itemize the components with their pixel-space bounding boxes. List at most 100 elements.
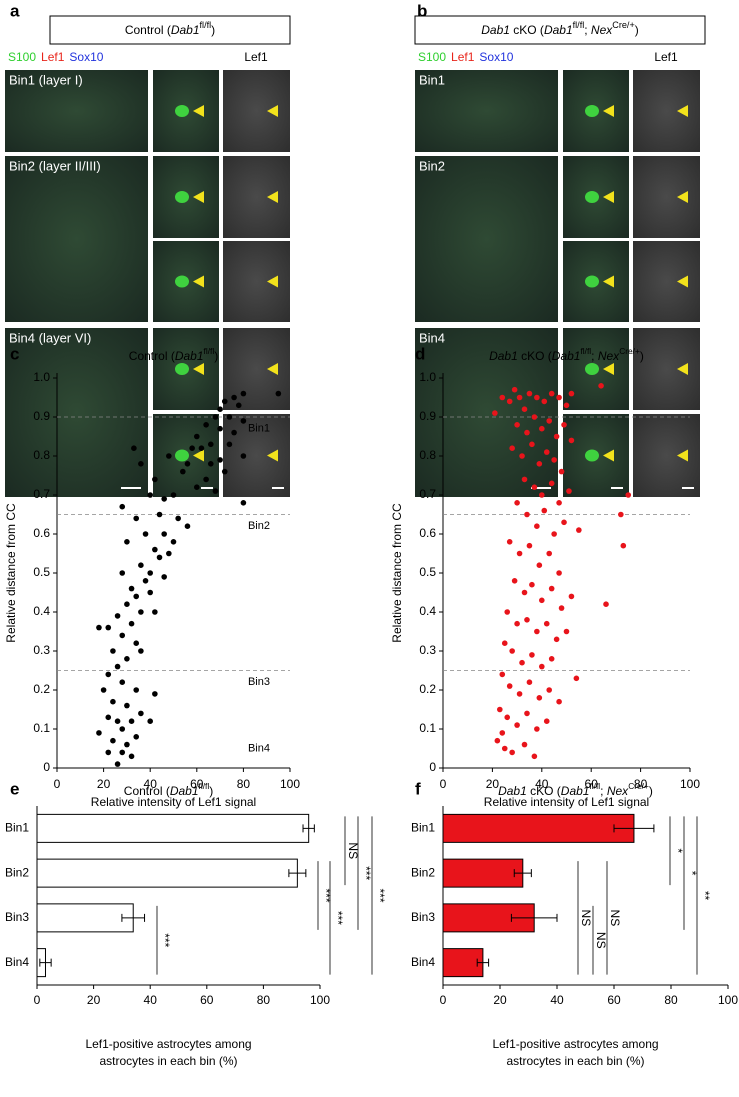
point (516, 550, 523, 557)
x-tick-label: 80 (634, 777, 648, 791)
point (531, 414, 538, 420)
title-part: ; (584, 23, 591, 37)
point (119, 503, 126, 510)
point (551, 531, 557, 537)
point (561, 519, 567, 526)
point (275, 390, 282, 397)
point (494, 737, 501, 744)
point (114, 663, 121, 670)
point (524, 617, 530, 623)
point (531, 753, 538, 760)
point (561, 422, 567, 428)
point (114, 613, 121, 619)
x-tick-label: 80 (664, 993, 678, 1007)
row-label: Bin4 (layer VI) (9, 330, 91, 345)
x-axis-label: Relative intensity of Lef1 signal (484, 795, 649, 809)
y-tick-label: 0.5 (33, 565, 50, 579)
x-tick-label: 80 (237, 777, 251, 791)
gray-label: Lef1 (244, 50, 268, 64)
x-axis-label: Relative intensity of Lef1 signal (91, 795, 256, 809)
y-tick-label: 0.2 (419, 682, 436, 696)
point (207, 461, 214, 467)
point (543, 449, 550, 455)
y-tick-label: 0.3 (419, 643, 436, 657)
point (541, 398, 548, 405)
point (514, 620, 520, 627)
point (568, 437, 575, 444)
point (603, 601, 609, 607)
point (226, 414, 233, 420)
point (566, 488, 572, 494)
x-tick-label: 40 (535, 777, 549, 791)
point (548, 390, 555, 397)
bar (442, 813, 635, 843)
significance-label: *** (319, 888, 333, 902)
x-axis-label: Lef1-positive astrocytes among (492, 1037, 658, 1051)
point (133, 687, 140, 693)
header-box (414, 15, 706, 45)
y-tick-label: 0.1 (33, 721, 50, 735)
category-label: Bin3 (5, 910, 29, 924)
point (553, 636, 560, 643)
point (240, 453, 247, 459)
title-part: ) (209, 784, 213, 798)
point (119, 632, 126, 639)
title-part: Cre/+ (628, 781, 649, 791)
cell (585, 191, 599, 203)
point (124, 702, 130, 709)
lef1-image (223, 241, 290, 322)
x-tick-label: 60 (190, 777, 204, 791)
point (240, 418, 247, 424)
point (128, 620, 135, 627)
panel-letter: c (10, 344, 19, 363)
arrowhead (267, 449, 278, 462)
x-tick-label: 0 (34, 993, 41, 1007)
point (546, 687, 553, 693)
point (235, 402, 242, 409)
title: Control (Dab1fl/fl) (125, 20, 215, 37)
arrowhead (603, 275, 614, 288)
point (138, 648, 144, 654)
panel-letter: d (415, 344, 425, 363)
title-part: Nex (591, 23, 613, 37)
y-axis-label: Relative distance from CC (4, 503, 18, 643)
point (184, 523, 191, 529)
y-tick-label: 0.7 (33, 487, 50, 501)
arrowhead (193, 275, 204, 288)
x-tick-label: 0 (440, 777, 447, 791)
x-tick-label: 100 (680, 777, 700, 791)
significance-label: ** (698, 891, 712, 901)
point (541, 507, 548, 514)
point (514, 500, 520, 506)
y-axis-label: Relative distance from CC (390, 503, 404, 643)
point (521, 589, 528, 596)
point (105, 624, 112, 631)
point (521, 476, 528, 483)
arrowhead (193, 363, 204, 375)
micrograph (5, 70, 148, 152)
row-label: Bin2 (layer II/III) (9, 158, 101, 173)
title-part: Dab1 (552, 349, 581, 363)
point (556, 500, 562, 506)
micrograph (415, 70, 558, 152)
y-tick-label: 0 (429, 760, 436, 774)
point (96, 730, 102, 736)
y-tick-label: 0.9 (419, 409, 436, 423)
title-part: fl/fl (573, 20, 585, 30)
arrowhead (677, 449, 688, 462)
y-tick-label: 1.0 (33, 370, 50, 384)
micrograph (5, 328, 148, 497)
micrograph (415, 328, 558, 497)
arrowhead (267, 191, 278, 203)
point (119, 679, 126, 685)
point (100, 687, 107, 693)
x-tick-label: 40 (550, 993, 564, 1007)
point (156, 511, 163, 518)
point (514, 722, 520, 728)
point (506, 398, 513, 405)
point (138, 461, 144, 467)
point (217, 425, 223, 432)
point (124, 601, 130, 607)
arrowhead (677, 275, 688, 288)
